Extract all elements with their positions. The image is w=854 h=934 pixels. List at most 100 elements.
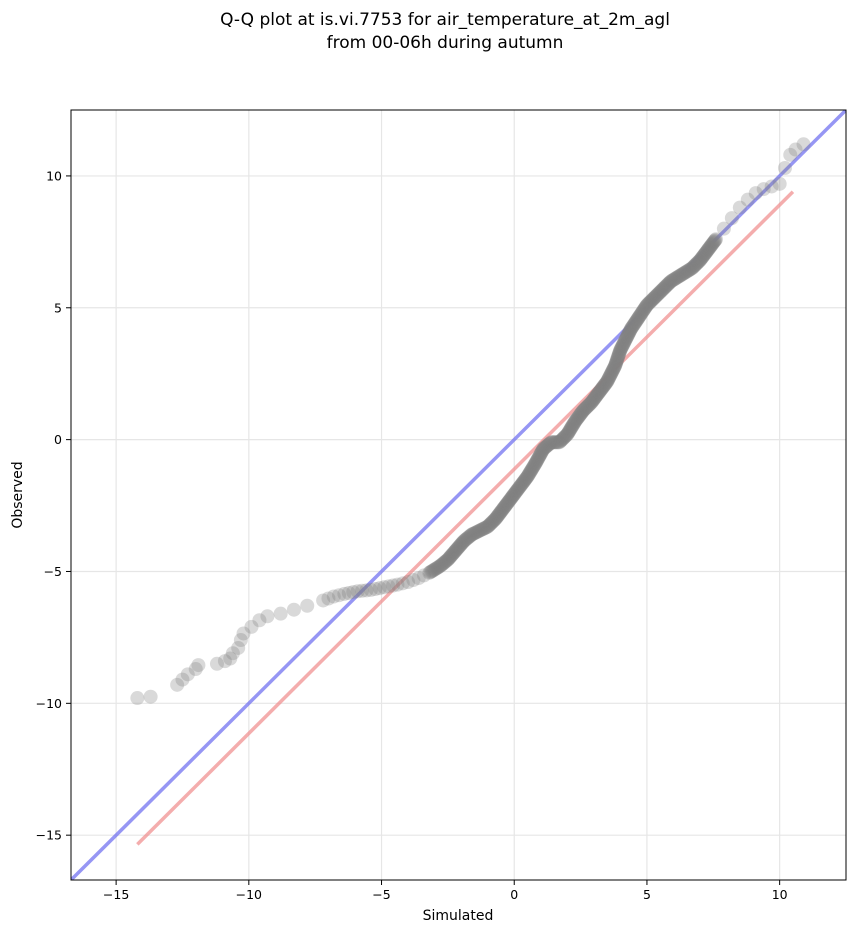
- qq-point: [540, 438, 555, 453]
- qq-point: [417, 568, 431, 583]
- qq-point: [539, 439, 554, 454]
- qq-point: [659, 278, 674, 293]
- qq-point: [695, 250, 710, 265]
- qq-point: [631, 310, 646, 325]
- qq-point: [532, 449, 547, 464]
- qq-point: [491, 508, 506, 523]
- qq-point: [608, 356, 623, 371]
- qq-point: [503, 492, 518, 507]
- qq-point: [732, 200, 747, 215]
- qq-point: [600, 374, 615, 389]
- y-axis: −15 −10 −5 0 5 10: [36, 168, 71, 843]
- qq-point: [740, 192, 755, 207]
- qq-point: [627, 316, 642, 331]
- qq-point: [562, 423, 577, 438]
- qq-point: [681, 263, 696, 278]
- qq-point: [463, 529, 477, 544]
- qq-point: [535, 442, 550, 457]
- qq-point: [668, 271, 683, 286]
- qq-point: [610, 350, 625, 365]
- qq-point: [622, 323, 637, 338]
- qq-point: [651, 286, 666, 301]
- qq-point: [664, 273, 679, 288]
- qq-point: [525, 461, 540, 476]
- qq-point: [440, 552, 455, 567]
- qq-point: [619, 331, 634, 346]
- qq-point: [674, 267, 689, 282]
- qq-point: [611, 347, 626, 362]
- qq-point: [526, 460, 541, 475]
- qq-point: [638, 300, 653, 315]
- qq-point: [474, 522, 489, 537]
- qq-point: [596, 379, 611, 394]
- qq-point: [346, 585, 361, 600]
- qq-point: [513, 478, 528, 493]
- qq-point: [647, 290, 662, 305]
- qq-point: [411, 571, 426, 586]
- qq-point: [209, 656, 224, 671]
- qq-point: [687, 258, 702, 273]
- qq-point: [521, 467, 536, 482]
- qq-point: [466, 526, 481, 541]
- qq-point: [565, 418, 580, 433]
- qq-point: [518, 472, 533, 487]
- qq-point: [363, 582, 378, 597]
- qq-point: [493, 504, 508, 519]
- qq-point: [697, 248, 712, 263]
- y-tick-label: 5: [54, 300, 62, 315]
- qq-point: [682, 263, 697, 278]
- qq-point: [659, 279, 674, 294]
- qq-point: [583, 396, 598, 411]
- qq-point: [553, 434, 568, 449]
- qq-point: [260, 609, 275, 624]
- qq-point: [606, 361, 621, 376]
- qq-point: [624, 320, 639, 335]
- qq-point: [521, 468, 536, 483]
- qq-point: [501, 495, 516, 510]
- qq-point: [217, 654, 232, 669]
- x-tick-label: −5: [372, 887, 390, 902]
- reference-lines: [71, 110, 846, 880]
- qq-point: [512, 480, 527, 495]
- qq-point: [355, 583, 370, 598]
- x-axis: −15 −10 −5 0 5 10: [103, 880, 788, 902]
- qq-point: [788, 142, 803, 157]
- qq-point: [425, 563, 440, 578]
- qq-point: [233, 633, 248, 648]
- qq-point: [654, 283, 669, 298]
- qq-point: [424, 564, 439, 579]
- qq-point: [645, 292, 660, 307]
- qq-point: [252, 613, 267, 628]
- qq-point: [697, 247, 712, 262]
- qq-point: [748, 186, 763, 201]
- qq-point: [635, 305, 650, 320]
- qq-point: [686, 259, 701, 274]
- qq-point: [500, 495, 515, 510]
- qq-point: [724, 211, 739, 226]
- qq-point: [611, 348, 626, 363]
- qq-point: [628, 315, 642, 330]
- qq-point: [586, 393, 601, 408]
- qq-point: [524, 462, 539, 477]
- qq-point: [633, 307, 648, 322]
- qq-point: [453, 537, 468, 552]
- qq-point: [602, 369, 617, 384]
- qq-point: [470, 524, 485, 539]
- qq-point: [673, 268, 688, 283]
- qq-point: [445, 546, 460, 561]
- qq-point: [588, 389, 603, 404]
- qq-point: [685, 261, 700, 276]
- qq-point: [372, 581, 387, 596]
- qq-point: [625, 319, 640, 334]
- qq-point: [661, 276, 676, 291]
- qq-point: [517, 473, 532, 488]
- qq-point: [481, 518, 496, 533]
- qq-point: [601, 372, 616, 387]
- qq-point: [706, 235, 721, 250]
- qq-point: [495, 502, 510, 517]
- qq-point: [602, 370, 617, 385]
- qq-point: [386, 578, 401, 593]
- qq-point: [426, 563, 441, 578]
- qq-point: [244, 619, 259, 634]
